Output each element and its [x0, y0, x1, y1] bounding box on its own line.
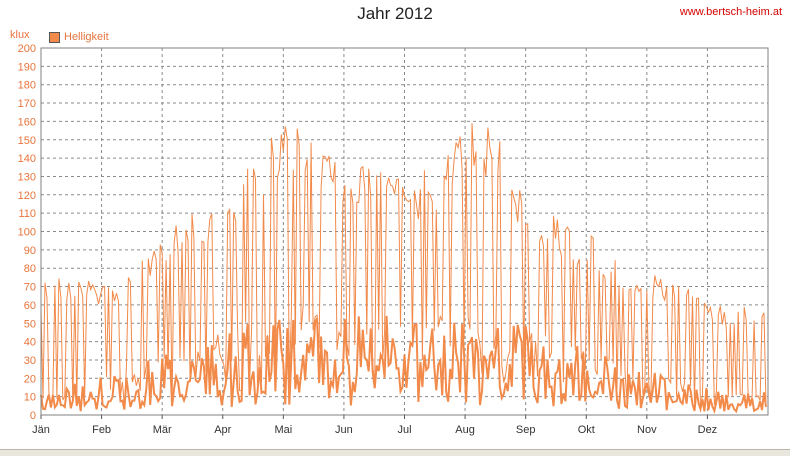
y-tick-label: 60 — [24, 300, 36, 312]
x-tick-label: Aug — [455, 424, 475, 436]
y-tick-label: 20 — [24, 373, 36, 385]
series-line-min — [40, 315, 767, 414]
y-tick-label: 10 — [24, 392, 36, 404]
y-tick-label: 130 — [18, 171, 36, 183]
y-axis-unit: klux — [10, 29, 30, 41]
y-tick-label: 120 — [18, 190, 36, 202]
y-tick-label: 30 — [24, 355, 36, 367]
y-tick-label: 190 — [18, 61, 36, 73]
y-tick-label: 180 — [18, 80, 36, 92]
x-tick-label: Mai — [274, 424, 292, 436]
x-tick-label: Nov — [637, 424, 657, 436]
y-tick-label: 200 — [18, 43, 36, 55]
legend-swatch — [49, 31, 60, 43]
x-tick-label: Mär — [153, 424, 172, 436]
y-tick-label: 110 — [18, 208, 36, 220]
x-tick-label: Sep — [516, 424, 536, 436]
site-url: www.bertsch-heim.at — [679, 6, 782, 18]
legend-label: Helligkeit — [64, 31, 109, 43]
y-tick-label: 0 — [30, 410, 36, 422]
series-line-max — [40, 123, 767, 408]
y-tick-label: 140 — [18, 153, 36, 165]
y-tick-label: 40 — [24, 337, 36, 349]
x-tick-label: Feb — [92, 424, 111, 436]
y-tick-label: 90 — [24, 245, 36, 257]
x-tick-label: Apr — [214, 424, 231, 436]
x-tick-label: Jun — [335, 424, 353, 436]
x-tick-label: Dez — [698, 424, 718, 436]
y-tick-label: 70 — [24, 282, 36, 294]
y-tick-label: 150 — [18, 135, 36, 147]
y-tick-label: 50 — [24, 318, 36, 330]
chart-title: Jahr 2012 — [357, 4, 433, 23]
y-tick-label: 160 — [18, 116, 36, 128]
legend: Helligkeit — [49, 31, 109, 43]
y-tick-label: 170 — [18, 98, 36, 110]
x-tick-label: Jän — [32, 424, 50, 436]
y-tick-label: 100 — [18, 227, 36, 239]
y-tick-label: 80 — [24, 263, 36, 275]
x-tick-label: Jul — [397, 424, 411, 436]
x-tick-label: Okt — [578, 424, 595, 436]
status-bar — [0, 449, 790, 456]
